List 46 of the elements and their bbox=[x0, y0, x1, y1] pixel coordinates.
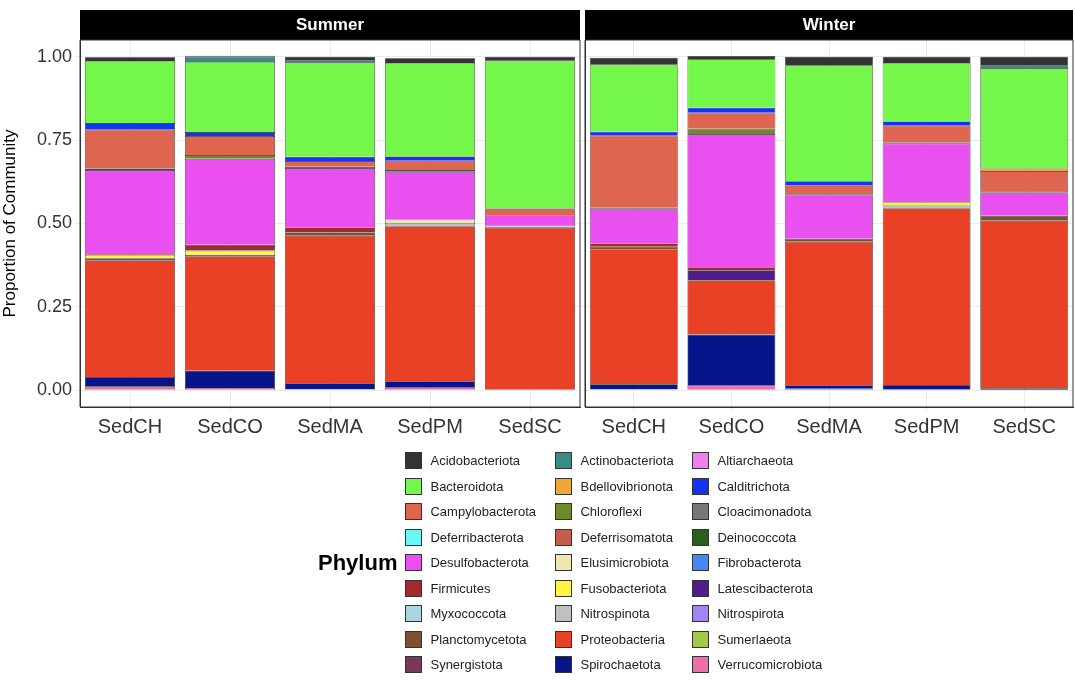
legend-label: Proteobacteria bbox=[580, 631, 666, 647]
y-tick-label: 1.00 bbox=[36, 45, 72, 66]
x-tick-label: SedSC bbox=[498, 414, 562, 437]
legend-label: Verrucomicrobiota bbox=[717, 657, 823, 673]
legend-label: Altiarchaeota bbox=[717, 453, 794, 469]
legend-label: Synergistota bbox=[430, 657, 503, 673]
chart-title: Winter bbox=[802, 14, 856, 34]
legend-label: Desulfobacterota bbox=[430, 555, 529, 571]
legend-label: Sumerlaeota bbox=[717, 631, 792, 647]
legend-label: Fibrobacterota bbox=[717, 555, 802, 571]
x-tick-label: SedSC bbox=[992, 414, 1056, 437]
legend-label: Nitrospirota bbox=[717, 606, 784, 622]
legend-label: Acidobacteriota bbox=[430, 453, 521, 469]
legend-label: Bacteroidota bbox=[430, 478, 504, 494]
legend-label: Actinobacteriota bbox=[580, 453, 674, 469]
legend-label: Latescibacterota bbox=[717, 580, 813, 596]
legend-title: Phylum bbox=[318, 549, 398, 576]
x-tick-label: SedCO bbox=[698, 414, 765, 437]
legend-label: Calditrichota bbox=[717, 478, 790, 494]
legend-label: Spirochaetota bbox=[580, 657, 661, 673]
x-tick-label: SedPM bbox=[893, 414, 960, 437]
y-tick-label: 0.75 bbox=[36, 129, 72, 150]
legend-label: Bdellovibrionota bbox=[580, 478, 673, 494]
legend-label: Deferrisomatota bbox=[580, 529, 673, 545]
y-tick-label: 0.00 bbox=[36, 379, 72, 400]
x-tick-label: SedCO bbox=[197, 414, 263, 437]
legend-label: Firmicutes bbox=[430, 580, 491, 596]
x-tick-label: SedPM bbox=[397, 414, 463, 437]
y-tick-label: 0.25 bbox=[36, 295, 72, 316]
legend-label: Fusobacteriota bbox=[580, 580, 667, 596]
legend-label: Deinococcota bbox=[717, 529, 797, 545]
x-tick-label: SedMA bbox=[297, 414, 364, 437]
legend-label: Cloacimonadota bbox=[717, 504, 812, 520]
legend-label: Campylobacterota bbox=[430, 504, 536, 520]
x-tick-label: SedCH bbox=[97, 414, 163, 437]
x-tick-label: SedMA bbox=[796, 414, 863, 437]
legend-label: Chloroflexi bbox=[580, 504, 642, 520]
legend-label: Planctomycetota bbox=[430, 631, 527, 647]
legend-label: Elusimicrobiota bbox=[580, 555, 669, 571]
legend-label: Myxococcota bbox=[430, 606, 507, 622]
x-tick-label: SedCH bbox=[601, 414, 667, 437]
y-axis-title: Proportion of Community bbox=[0, 128, 19, 318]
chart-title: Summer bbox=[295, 14, 365, 34]
y-tick-label: 0.50 bbox=[36, 212, 72, 233]
legend-label: Deferribacterota bbox=[430, 529, 524, 545]
legend-label: Nitrospinota bbox=[580, 606, 650, 622]
